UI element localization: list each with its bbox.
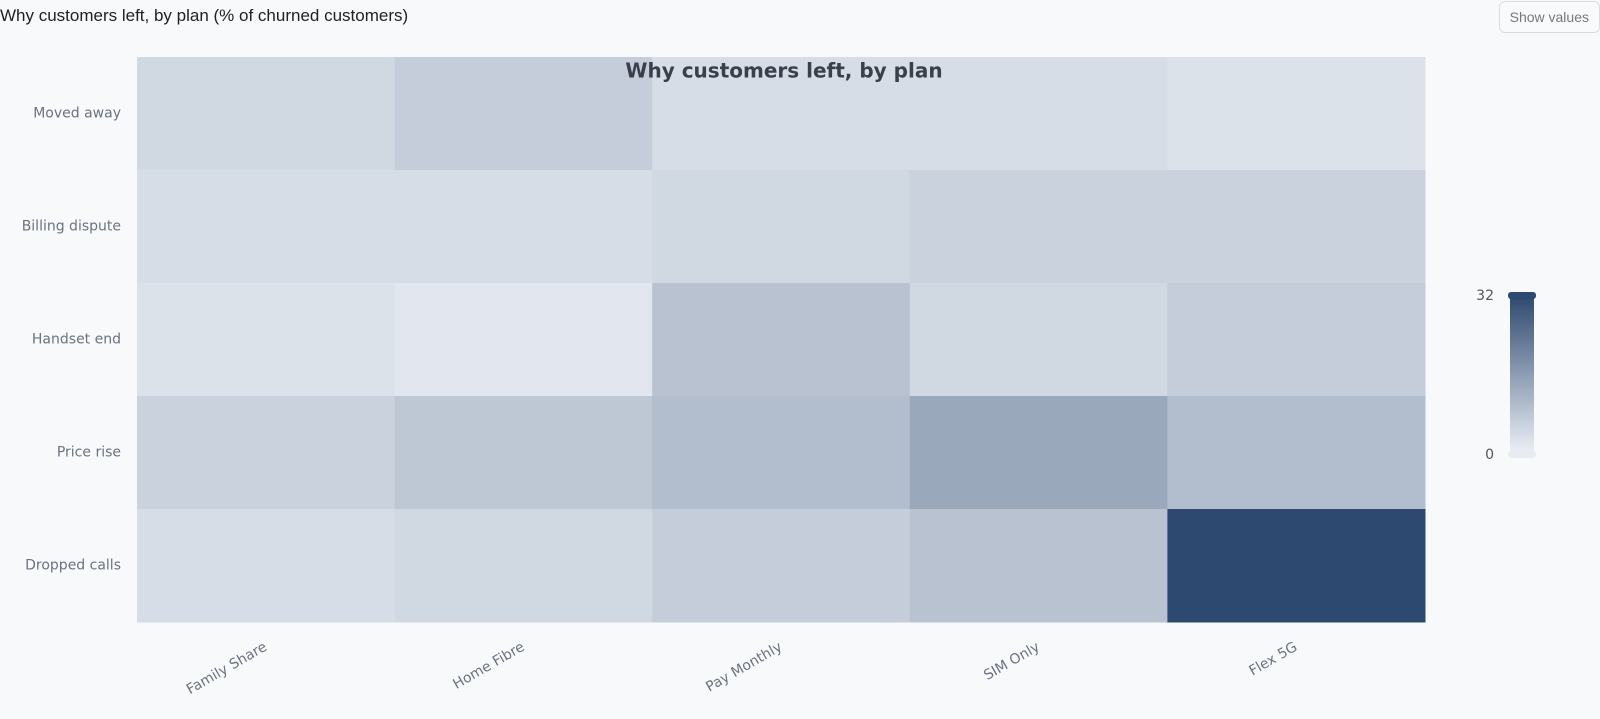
heatmap-cell [394, 509, 653, 623]
colorbar-tick-label: 0 [1485, 447, 1494, 463]
x-tick-label: Home Fibre [450, 639, 527, 693]
y-tick-label: Price rise [57, 445, 121, 461]
y-tick-label: Moved away [33, 106, 121, 122]
heatmap-cell [652, 170, 911, 284]
heatmap-cell [652, 283, 911, 397]
heatmap-cell [394, 283, 653, 397]
y-tick-label: Handset end [32, 332, 121, 348]
heatmap-cell [909, 283, 1168, 397]
heatmap-cell [137, 170, 396, 284]
chart-title: Why customers left, by plan [625, 59, 942, 83]
x-tick-label: Flex 5G [1246, 639, 1300, 679]
heatmap-cell [1167, 396, 1426, 510]
heatmap-cell [1167, 170, 1426, 284]
y-tick-label: Billing dispute [22, 219, 121, 235]
heatmap-cell [909, 170, 1168, 284]
heatmap-cell [137, 509, 396, 623]
x-tick-label: SIM Only [981, 639, 1042, 684]
show-values-button[interactable]: Show values [1498, 1, 1600, 33]
x-tick-label: Family Share [184, 639, 270, 698]
page-title: Why customers left, by plan (% of churne… [0, 6, 409, 25]
y-tick-label: Dropped calls [25, 558, 121, 574]
heatmap-cell [909, 509, 1168, 623]
heatmap-cell [652, 57, 911, 171]
heatmap-cell [137, 57, 396, 171]
heatmap-cell [909, 57, 1168, 171]
colorbar-handle [1508, 292, 1536, 299]
heatmap-cell [1167, 509, 1426, 623]
heatmap-cell [137, 283, 396, 397]
heatmap-cell [909, 396, 1168, 510]
x-tick-label: Pay Monthly [703, 639, 785, 695]
heatmap-cell [394, 396, 653, 510]
colorbar-handle [1508, 451, 1536, 458]
colorbar [1510, 296, 1534, 455]
heatmap-cell [652, 396, 911, 510]
heatmap-cell [1167, 57, 1426, 171]
heatmap-cell [137, 396, 396, 510]
heatmap-cell [652, 509, 911, 623]
heatmap-cell [394, 57, 653, 171]
colorbar-tick-label: 32 [1476, 288, 1494, 304]
heatmap-cell [394, 170, 653, 284]
heatmap-cell [1167, 283, 1426, 397]
